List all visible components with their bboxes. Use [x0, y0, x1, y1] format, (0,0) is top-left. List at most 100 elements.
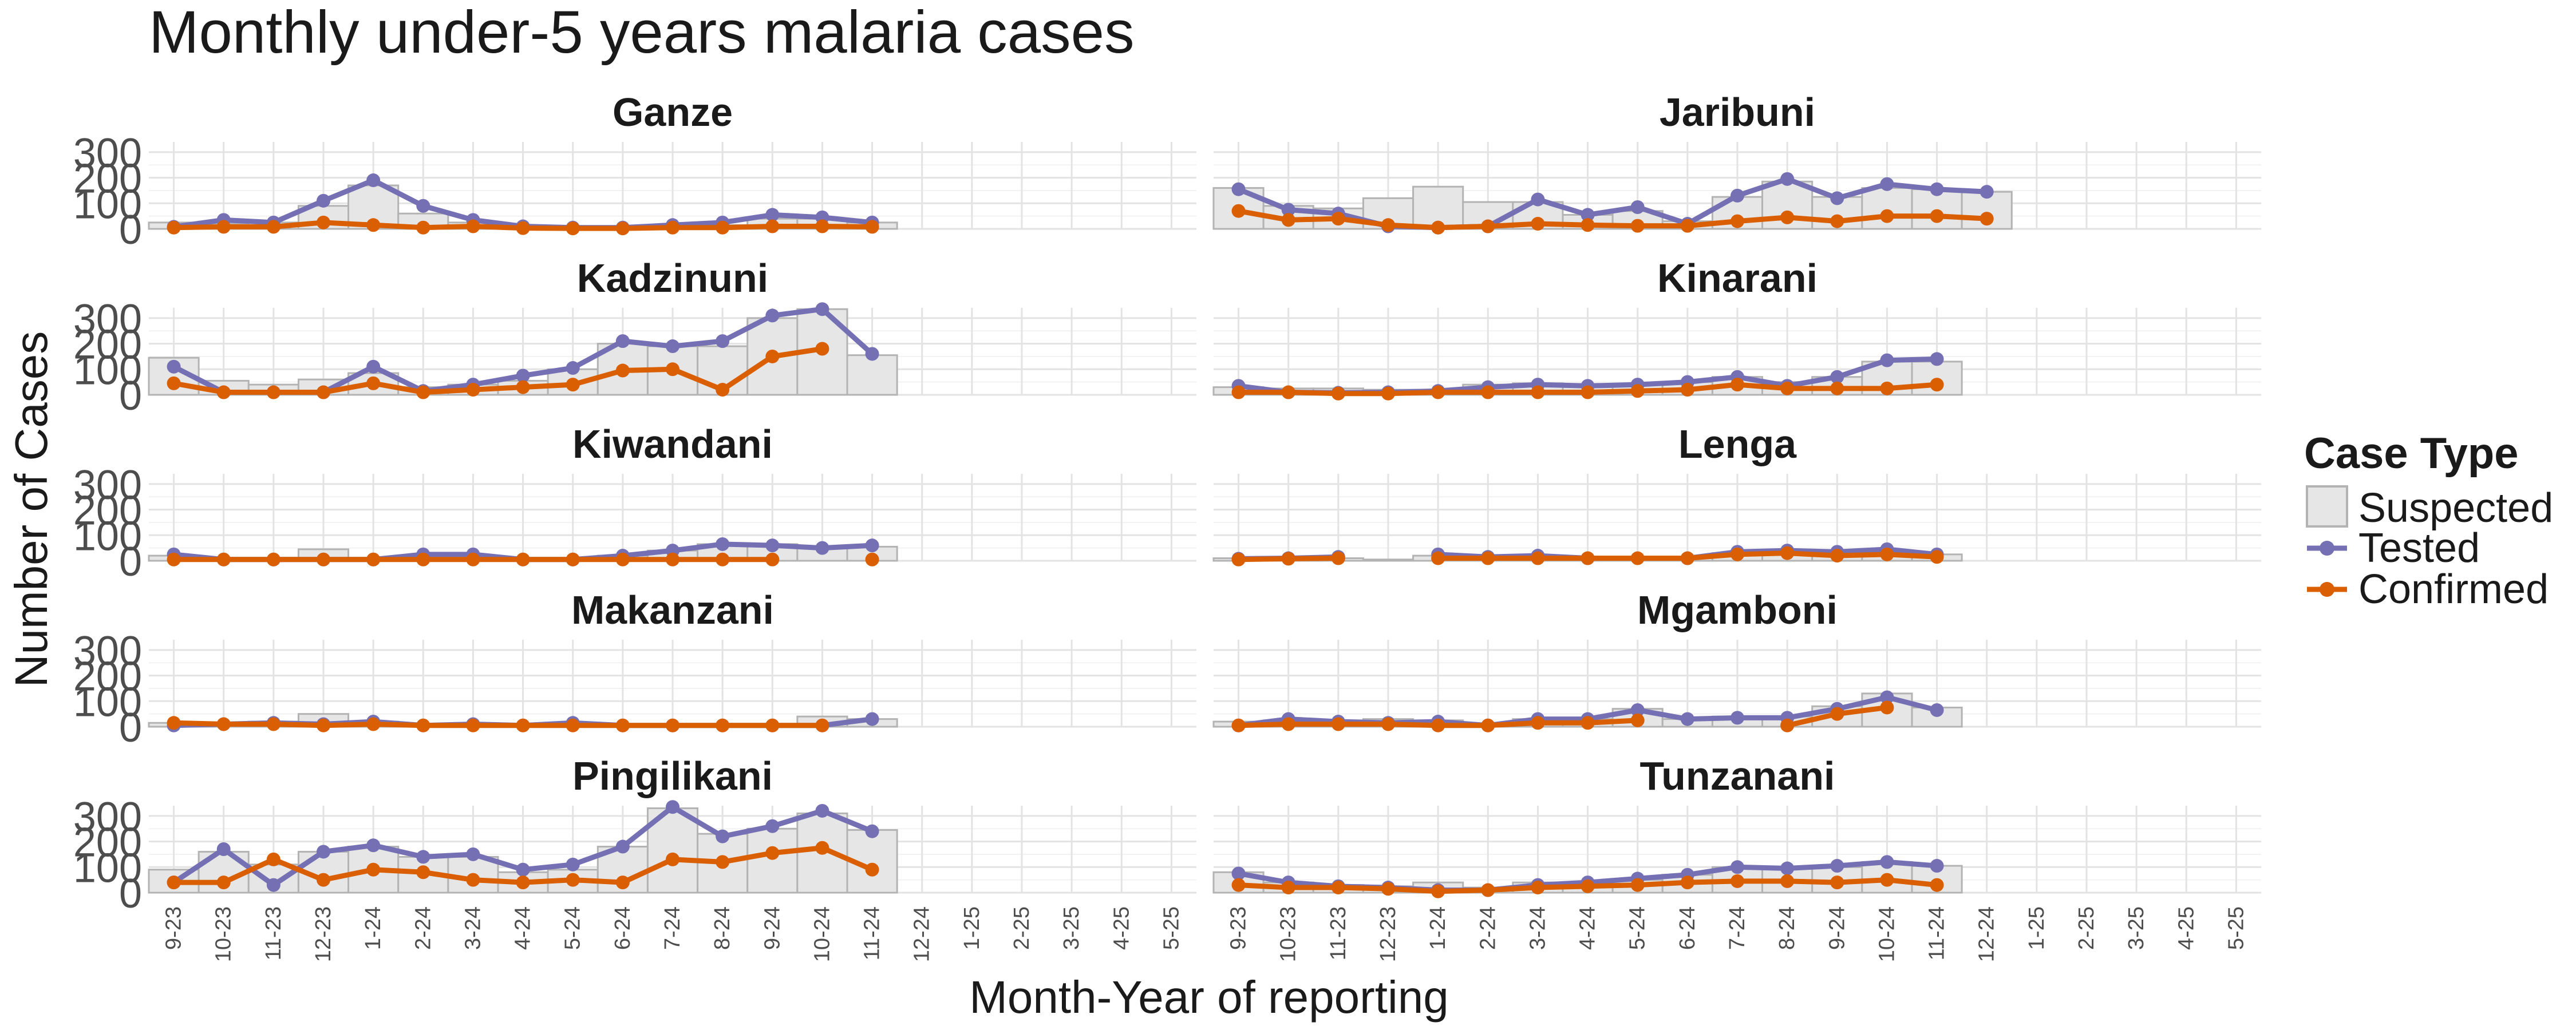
confirmed-point-ganze: [416, 220, 430, 235]
confirmed-point-jaribuni: [1531, 217, 1545, 231]
legend-item-tested: Tested: [2307, 525, 2480, 571]
tested-series-pingilikani: [167, 800, 879, 892]
tested-point-jaribuni: [1281, 203, 1295, 217]
tested-point-kinarani: [1830, 370, 1844, 384]
tested-point-tunzanani: [1830, 859, 1844, 873]
confirmed-point-kinarani: [1730, 378, 1744, 392]
confirmed-point-jaribuni: [1730, 214, 1744, 228]
y-tick-label: 0: [119, 373, 142, 419]
x-tick-label: 1-24: [361, 906, 385, 950]
strip-title-tunzanani: Tunzanani: [1640, 754, 1835, 798]
confirmed-point-ganze: [466, 219, 480, 233]
y-tick-label: 200: [73, 820, 142, 866]
confirmed-point-makanzani: [615, 718, 630, 732]
confirmed-point-kinarani: [1880, 381, 1894, 395]
tested-point-kadzinuni: [666, 339, 679, 354]
legend-label-tested: Tested: [2358, 525, 2480, 571]
tested-point-kiwandani: [865, 538, 879, 553]
confirmed-point-lenga: [1481, 551, 1495, 565]
y-tick-label: 0: [119, 871, 142, 917]
legend-item-confirmed: Confirmed: [2307, 566, 2549, 612]
x-tick-label: 4-25: [1109, 906, 1133, 950]
legend-label-suspected: Suspected: [2358, 485, 2553, 531]
confirmed-point-kiwandani: [466, 552, 480, 566]
confirmed-point-ganze: [865, 220, 879, 234]
strip-title-kiwandani: Kiwandani: [572, 422, 773, 466]
tested-point-ganze: [317, 193, 330, 208]
y-tick-label: 100: [73, 181, 142, 227]
confirmed-point-kinarani: [1930, 378, 1944, 392]
confirmed-point-makanzani: [716, 718, 730, 732]
confirmed-point-lenga: [1880, 547, 1894, 561]
confirmed-point-kadzinuni: [765, 349, 780, 363]
x-tick-label: 1-24: [1426, 906, 1450, 950]
confirmed-point-mgamboni: [1780, 718, 1795, 732]
confirmed-point-pingilikani: [865, 862, 879, 877]
confirmed-point-tunzanani: [1331, 881, 1345, 895]
x-tick-label: 2-24: [411, 906, 435, 950]
y-tick-label: 300: [73, 462, 142, 508]
x-tick-label: 9-24: [1825, 906, 1849, 950]
bar-suspected-kadzinuni: [846, 354, 898, 396]
confirmed-point-kinarani: [1531, 385, 1545, 399]
confirmed-point-ganze: [815, 219, 829, 233]
tested-point-kadzinuni: [167, 359, 181, 374]
confirmed-point-lenga: [1730, 547, 1744, 561]
confirmed-point-kiwandani: [566, 552, 580, 566]
confirmed-line-jaribuni: [1238, 208, 1987, 231]
y-tick-label: 200: [73, 156, 142, 202]
bar-suspected-pingilikani: [746, 827, 799, 894]
x-tick-label: 9-23: [1227, 906, 1251, 950]
confirmed-point-tunzanani: [1481, 883, 1495, 897]
x-tick-label: 1-25: [960, 906, 984, 950]
confirmed-point-makanzani: [416, 718, 430, 732]
tested-point-kadzinuni: [716, 334, 730, 348]
confirmed-point-jaribuni: [1880, 209, 1894, 223]
confirmed-point-kadzinuni: [815, 342, 829, 356]
confirmed-point-pingilikani: [317, 873, 330, 887]
x-tick-label: 11-24: [860, 906, 884, 960]
y-tick-label: 100: [73, 679, 142, 725]
tested-point-pingilikani: [516, 862, 530, 877]
tested-point-pingilikani: [765, 819, 780, 833]
panels: Ganze0100200300JaribuniKadzinuni01002003…: [73, 90, 2261, 962]
confirmed-point-tunzanani: [1381, 882, 1395, 896]
confirmed-point-jaribuni: [1980, 212, 1994, 226]
x-tick-label: 2-25: [2075, 906, 2099, 950]
tested-point-jaribuni: [1231, 182, 1246, 196]
x-tick-label: 4-24: [511, 906, 535, 950]
confirmed-point-kinarani: [1481, 385, 1495, 399]
confirmed-point-mgamboni: [1281, 717, 1295, 731]
x-tick-labels-tunzanani: 9-23 10-23 11-23 12-23 1-24 2-24 3-24 4-24 5-24 6…: [1227, 906, 2249, 962]
confirmed-point-ganze: [765, 219, 780, 233]
confirmed-point-kadzinuni: [516, 380, 530, 394]
tested-point-pingilikani: [865, 824, 879, 838]
y-tick-label: 100: [73, 845, 142, 891]
confirmed-series-lenga: [1231, 546, 1944, 566]
confirmed-series-makanzani: [167, 716, 829, 732]
confirmed-point-pingilikani: [516, 876, 530, 890]
chart-title: Monthly under-5 years malaria cases: [149, 0, 1135, 66]
legend-label-confirmed: Confirmed: [2358, 566, 2549, 612]
tested-point-pingilikani: [666, 800, 679, 814]
confirmed-point-kadzinuni: [466, 383, 480, 397]
confirmed-point-makanzani: [516, 718, 530, 732]
strip-title-pingilikani: Pingilikani: [572, 754, 773, 798]
confirmed-point-tunzanani: [1581, 879, 1595, 893]
y-tick-label: 0: [119, 705, 142, 751]
tested-point-ganze: [416, 199, 430, 213]
legend-title: Case Type: [2304, 429, 2519, 478]
confirmed-point-kinarani: [1431, 385, 1445, 399]
confirmed-point-lenga: [1331, 551, 1345, 565]
y-tick-label: 200: [73, 654, 142, 700]
confirmed-point-jaribuni: [1231, 204, 1246, 218]
confirmed-point-makanzani: [366, 717, 381, 731]
tested-point-kadzinuni: [865, 347, 879, 361]
confirmed-point-makanzani: [815, 718, 829, 732]
confirmed-point-makanzani: [765, 718, 780, 732]
confirmed-point-lenga: [1780, 546, 1795, 560]
x-tick-label: 3-25: [1060, 906, 1084, 950]
confirmed-point-kiwandani: [216, 552, 231, 566]
y-tick-label: 300: [73, 794, 142, 840]
confirmed-series-kiwandani: [167, 552, 879, 566]
